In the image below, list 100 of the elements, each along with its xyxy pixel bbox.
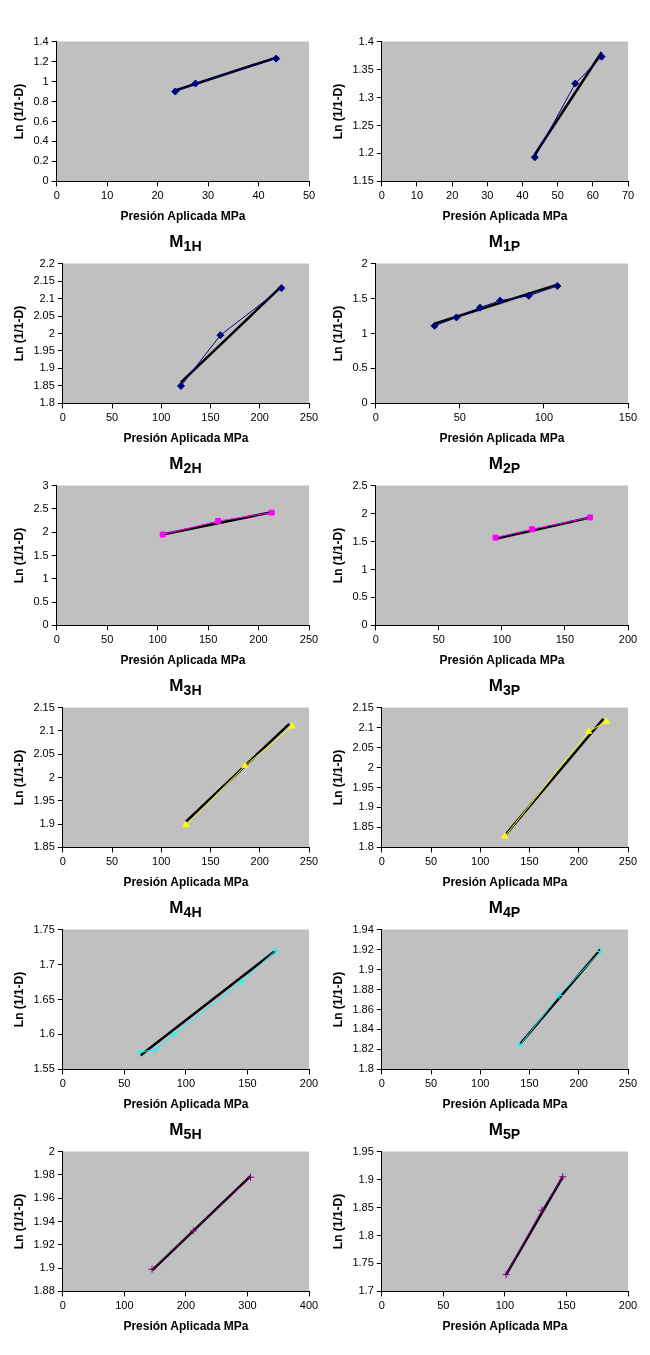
- x-axis-title: Presión Aplicada MPa: [442, 875, 568, 890]
- y-tick-label: 1.85: [352, 820, 374, 833]
- x-tick-label: 150: [201, 855, 220, 868]
- y-tick-label: 1.98: [33, 1167, 55, 1180]
- x-tick-label: 50: [105, 411, 119, 424]
- x-tick-label: 100: [534, 411, 554, 424]
- x-tick-label: 150: [520, 1077, 539, 1090]
- y-tick-label: 0.5: [352, 590, 368, 603]
- y-tick-label: 2.5: [33, 501, 49, 514]
- y-tick-label: 2.15: [352, 700, 374, 713]
- y-tick-label: 2: [48, 770, 55, 783]
- y-tick-label: 1.35: [352, 62, 374, 75]
- x-tick-label: 50: [302, 189, 316, 202]
- x-tick-label: 150: [557, 1299, 576, 1312]
- y-tick-label: 1.5: [33, 548, 49, 561]
- y-tick-label: 1.8: [39, 396, 55, 409]
- x-tick-label: 10: [410, 189, 424, 202]
- x-tick-label: 100: [152, 411, 171, 424]
- y-axis-title: Ln (1/1-D): [11, 1193, 26, 1250]
- x-tick-label: 0: [59, 1077, 66, 1090]
- y-tick-label: 0.5: [33, 595, 49, 608]
- y-tick-label: 2.1: [39, 291, 55, 304]
- chart-title: M$_{3H}$: [168, 675, 203, 699]
- x-tick-label: 0: [59, 855, 66, 868]
- x-tick-label: 300: [238, 1299, 257, 1312]
- x-axis-title: Presión Aplicada MPa: [442, 1319, 568, 1334]
- y-tick-label: 1.88: [352, 982, 374, 995]
- y-tick-label: 1.85: [33, 840, 55, 853]
- y-tick-label: 1.25: [352, 118, 374, 131]
- y-tick-label: 1: [42, 571, 49, 584]
- x-tick-label: 200: [176, 1299, 196, 1312]
- x-tick-label: 100: [495, 1299, 515, 1312]
- x-tick-label: 250: [299, 855, 319, 868]
- x-tick-label: 150: [198, 633, 218, 646]
- x-axis-title: Presión Aplicada MPa: [120, 653, 246, 668]
- y-tick-label: 1.82: [352, 1042, 374, 1055]
- x-tick-label: 150: [555, 633, 575, 646]
- x-tick-label: 50: [424, 855, 438, 868]
- y-tick-label: 0: [42, 618, 49, 631]
- y-tick-label: 0.4: [33, 134, 49, 147]
- y-tick-label: 1.75: [33, 922, 55, 935]
- x-tick-label: 0: [59, 1299, 66, 1312]
- y-tick-label: 1.94: [352, 922, 374, 935]
- x-tick-label: 50: [551, 189, 564, 202]
- chart-title: M$_{1P}$: [487, 231, 522, 255]
- y-tick-label: 0.5: [352, 361, 368, 374]
- y-tick-label: 1.9: [39, 1261, 55, 1274]
- x-tick-label: 50: [105, 855, 119, 868]
- y-tick-label: 1.95: [352, 1144, 374, 1157]
- y-tick-label: 1.96: [33, 1191, 55, 1204]
- y-tick-label: 0: [361, 396, 368, 409]
- x-axis-title: Presión Aplicada MPa: [439, 431, 565, 446]
- y-tick-label: 1.8: [358, 1228, 374, 1241]
- y-tick-label: 2.05: [33, 309, 55, 322]
- y-tick-label: 1.85: [352, 1200, 374, 1213]
- y-axis-title: Ln (1/1-D): [11, 527, 26, 584]
- x-tick-label: 50: [453, 411, 466, 424]
- y-axis-title: Ln (1/1-D): [330, 1193, 345, 1250]
- x-tick-label: 200: [569, 855, 588, 868]
- y-tick-label: 1.85: [33, 378, 55, 391]
- x-tick-label: 50: [101, 633, 114, 646]
- x-tick-label: 150: [238, 1077, 257, 1090]
- x-tick-label: 50: [118, 1077, 131, 1090]
- x-tick-label: 50: [437, 1299, 450, 1312]
- x-tick-label: 0: [378, 855, 385, 868]
- x-tick-label: 100: [176, 1077, 196, 1090]
- y-tick-label: 1.92: [352, 942, 374, 955]
- y-tick-label: 2: [48, 1144, 55, 1157]
- y-tick-label: 0: [361, 618, 368, 631]
- x-tick-label: 0: [378, 1299, 385, 1312]
- x-tick-label: 60: [586, 189, 599, 202]
- x-tick-label: 100: [152, 855, 171, 868]
- y-tick-label: 2.1: [358, 720, 374, 733]
- x-tick-label: 200: [299, 1077, 319, 1090]
- x-tick-label: 150: [520, 855, 539, 868]
- chart-title: M$_{4H}$: [168, 897, 203, 921]
- x-tick-label: 100: [492, 633, 512, 646]
- x-axis-title: Presión Aplicada MPa: [123, 875, 249, 890]
- y-tick-label: 2.1: [39, 723, 55, 736]
- x-tick-label: 100: [471, 1077, 490, 1090]
- y-tick-label: 1.9: [39, 817, 55, 830]
- y-tick-label: 1.7: [39, 957, 55, 970]
- x-axis-title: Presión Aplicada MPa: [439, 653, 565, 668]
- x-tick-label: 70: [621, 189, 635, 202]
- y-tick-label: 1.95: [352, 780, 374, 793]
- y-tick-label: 1.15: [352, 174, 374, 187]
- y-tick-label: 1.5: [352, 534, 368, 547]
- y-axis-title: Ln (1/1-D): [11, 83, 26, 140]
- x-tick-label: 200: [618, 1299, 638, 1312]
- y-tick-label: 1.9: [358, 962, 374, 975]
- y-tick-label: 1.86: [352, 1002, 374, 1015]
- x-tick-label: 250: [299, 411, 319, 424]
- y-tick-label: 1: [361, 562, 368, 575]
- y-tick-label: 1.9: [358, 800, 374, 813]
- x-axis-title: Presión Aplicada MPa: [123, 1097, 249, 1112]
- x-tick-label: 200: [250, 411, 269, 424]
- chart-title: M$_{5H}$: [168, 1119, 203, 1143]
- y-axis-title: Ln (1/1-D): [330, 749, 345, 806]
- x-axis-title: Presión Aplicada MPa: [442, 1097, 568, 1112]
- y-tick-label: 2: [361, 506, 368, 519]
